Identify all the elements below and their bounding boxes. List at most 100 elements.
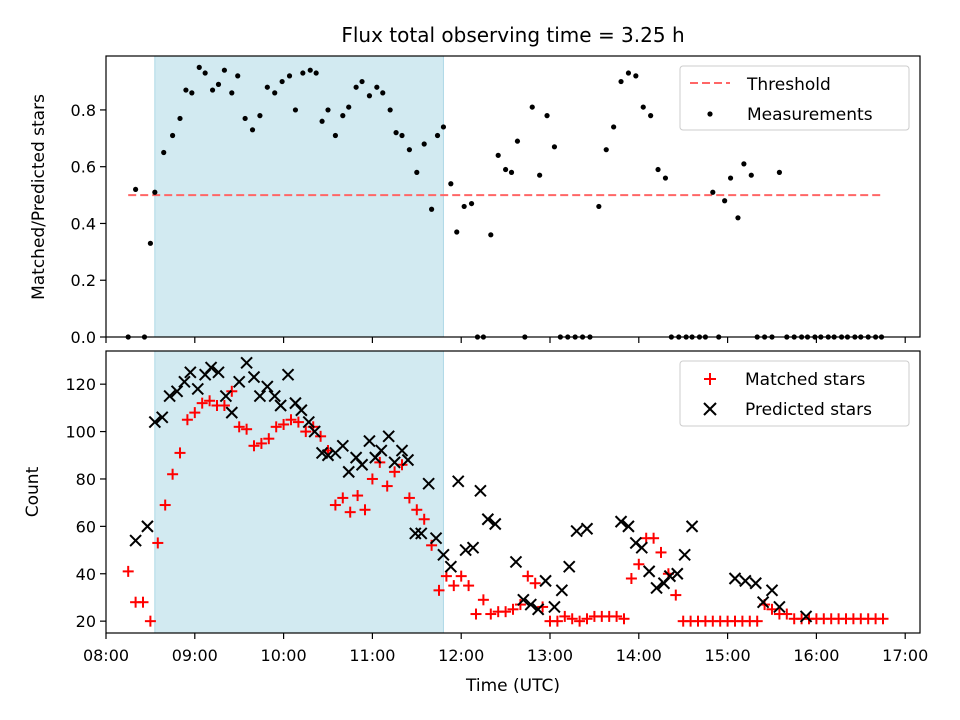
x-tick-label: 12:00 xyxy=(438,646,484,665)
x-tick-label: 16:00 xyxy=(793,646,839,665)
bottom-panel: 20 40 60 80 100 120 08:00 09:00 10:00 11:00 12:00… xyxy=(23,350,928,696)
bottom-y-tick-label: 20 xyxy=(76,612,96,631)
predicted-star-point xyxy=(685,520,699,533)
chart-title: Flux total observing time = 3.25 h xyxy=(341,23,684,47)
matched-star-point xyxy=(167,468,179,480)
x-axis-label: Time (UTC) xyxy=(465,676,560,696)
predicted-star-point xyxy=(232,375,246,389)
matched-star-point xyxy=(137,596,149,608)
top-y-tick-label: 0.6 xyxy=(71,158,96,177)
matched-star-point xyxy=(633,558,645,570)
measurement-point xyxy=(440,124,447,130)
measurement-point xyxy=(380,90,386,96)
measurement-point xyxy=(313,70,319,76)
bottom-y-axis-label: Count xyxy=(23,466,43,517)
predicted-star-point xyxy=(401,453,415,467)
matched-star-point xyxy=(470,608,482,620)
predicted-star-point xyxy=(363,434,376,448)
predicted-star-point xyxy=(253,389,267,403)
measurement-point xyxy=(434,132,441,139)
matched-star-point xyxy=(144,615,156,627)
matched-star-point xyxy=(152,537,164,549)
measurement-point xyxy=(495,152,501,158)
predicted-star-point xyxy=(388,456,401,469)
matched-star-point xyxy=(411,504,423,516)
matched-star-point xyxy=(248,440,260,452)
predicted-star-point xyxy=(355,458,369,471)
matched-star-point xyxy=(877,613,889,625)
measurement-point xyxy=(399,132,405,139)
predicted-star-point xyxy=(141,520,154,533)
measurement-point xyxy=(161,149,167,156)
matched-star-point xyxy=(366,473,378,485)
matched-star-point xyxy=(285,414,297,426)
measurement-point xyxy=(229,90,235,96)
predicted-star-point xyxy=(444,560,458,573)
matched-star-point xyxy=(581,613,593,625)
matched-star-point xyxy=(263,433,275,445)
predicted-star-point xyxy=(489,517,502,531)
matched-star-point xyxy=(159,499,171,511)
matched-star-point xyxy=(189,407,201,419)
x-tick-label: 14:00 xyxy=(616,646,662,665)
measurement-point xyxy=(242,115,248,122)
predicted-star-point xyxy=(178,375,191,389)
measurement-point xyxy=(551,144,558,150)
legend-threshold-label: Threshold xyxy=(746,75,831,95)
matched-star-point xyxy=(625,572,637,584)
predicted-star-point xyxy=(459,543,472,557)
predicted-star-point xyxy=(531,603,545,616)
predicted-star-point xyxy=(756,595,770,609)
matched-star-point xyxy=(611,610,623,622)
predicted-star-point xyxy=(295,404,308,417)
measurement-point xyxy=(722,198,728,204)
measurement-point xyxy=(387,107,393,113)
measurement-point xyxy=(603,147,609,153)
matched-star-point xyxy=(574,615,586,627)
predicted-star-point xyxy=(437,548,450,562)
matched-star-point xyxy=(433,584,445,596)
x-tick-label: 13:00 xyxy=(527,646,573,665)
measurement-point xyxy=(414,169,420,175)
predicted-star-point xyxy=(580,522,594,535)
matched-star-point xyxy=(381,480,393,492)
x-tick-label: 09:00 xyxy=(172,646,218,665)
measurement-point xyxy=(196,64,202,70)
predicted-star-point xyxy=(765,584,779,597)
predicted-star-point xyxy=(225,406,239,419)
matched-star-point xyxy=(507,603,519,615)
bottom-y-tick-label: 80 xyxy=(76,470,96,489)
matched-star-point xyxy=(655,546,667,558)
measurement-point xyxy=(279,78,285,85)
matched-star-point xyxy=(514,599,526,611)
x-tick-label: 17:00 xyxy=(882,646,928,665)
matched-star-point xyxy=(418,513,430,525)
measurement-point xyxy=(374,84,380,90)
measurement-point xyxy=(662,175,669,181)
measurement-point xyxy=(633,73,639,79)
measurement-point xyxy=(429,206,435,212)
matched-star-point xyxy=(781,608,793,620)
predicted-star-point xyxy=(336,439,350,452)
predicted-star-point xyxy=(429,532,443,545)
measurement-point xyxy=(249,127,256,133)
matched-star-point xyxy=(270,421,282,433)
predicted-star-point xyxy=(212,366,225,379)
predicted-star-point xyxy=(799,610,813,623)
top-y-tick-label: 0.8 xyxy=(71,101,96,120)
predicted-star-point xyxy=(219,389,233,403)
legend-measurement-label: Measurements xyxy=(747,105,873,125)
predicted-star-point xyxy=(466,541,480,554)
predicted-star-point xyxy=(517,593,530,607)
predicted-star-point xyxy=(163,389,176,403)
predicted-star-point xyxy=(261,380,274,393)
matched-star-point xyxy=(337,492,349,504)
matched-star-point xyxy=(300,426,312,438)
matched-star-point xyxy=(278,418,290,430)
legend-predicted-label: Predicted stars xyxy=(745,400,872,420)
measurement-point xyxy=(648,113,654,119)
matched-star-point xyxy=(218,400,230,412)
matched-star-point xyxy=(477,594,489,606)
measurement-point xyxy=(202,70,208,76)
predicted-star-point xyxy=(642,565,656,578)
